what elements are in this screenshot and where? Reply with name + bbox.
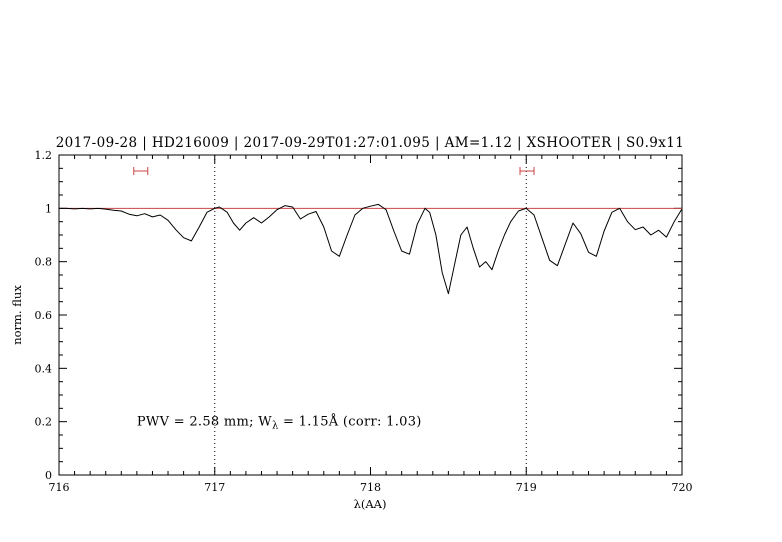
band-marker [133, 167, 149, 175]
x-axis-tick-label: 716 [49, 481, 70, 494]
x-axis-tick-label: 719 [516, 481, 537, 494]
y-axis-tick-label: 1.2 [35, 149, 53, 162]
pwv-annotation: PWV = 2.58 mm; Wλ = 1.15Å (corr: 1.03) [137, 414, 422, 432]
x-axis-tick-label: 717 [204, 481, 225, 494]
x-axis-tick-label: 720 [672, 481, 693, 494]
pwv-annotation-text: λ [272, 421, 279, 432]
x-axis-label: λ(AA) [354, 497, 387, 511]
y-axis-tick-label: 0.2 [35, 416, 53, 429]
y-axis-tick-label: 1 [45, 202, 52, 215]
plot-title: 2017-09-28 | HD216009 | 2017-09-29T01:27… [56, 135, 685, 151]
y-axis-tick-label: 0.6 [35, 309, 53, 322]
band-marker [519, 167, 535, 175]
pwv-annotation-text: = 1.15Å (corr: 1.03) [279, 414, 422, 430]
y-axis-tick-label: 0 [45, 469, 52, 482]
y-axis-tick-label: 0.8 [35, 256, 53, 269]
spectrum-line [59, 203, 683, 295]
plot-content: PWV = 2.58 mm; Wλ = 1.15Å (corr: 1.03) [59, 155, 683, 475]
axes: 716 717 718 719 720 0 0.2 0.4 0.6 0.8 1 1.2 [35, 149, 693, 494]
pwv-annotation-text: PWV = 2.58 mm; W [137, 415, 272, 430]
x-axis-tick-label: 718 [360, 481, 381, 494]
y-axis-tick-label: 0.4 [35, 362, 53, 375]
y-axis-label: norm. flux [10, 285, 24, 345]
